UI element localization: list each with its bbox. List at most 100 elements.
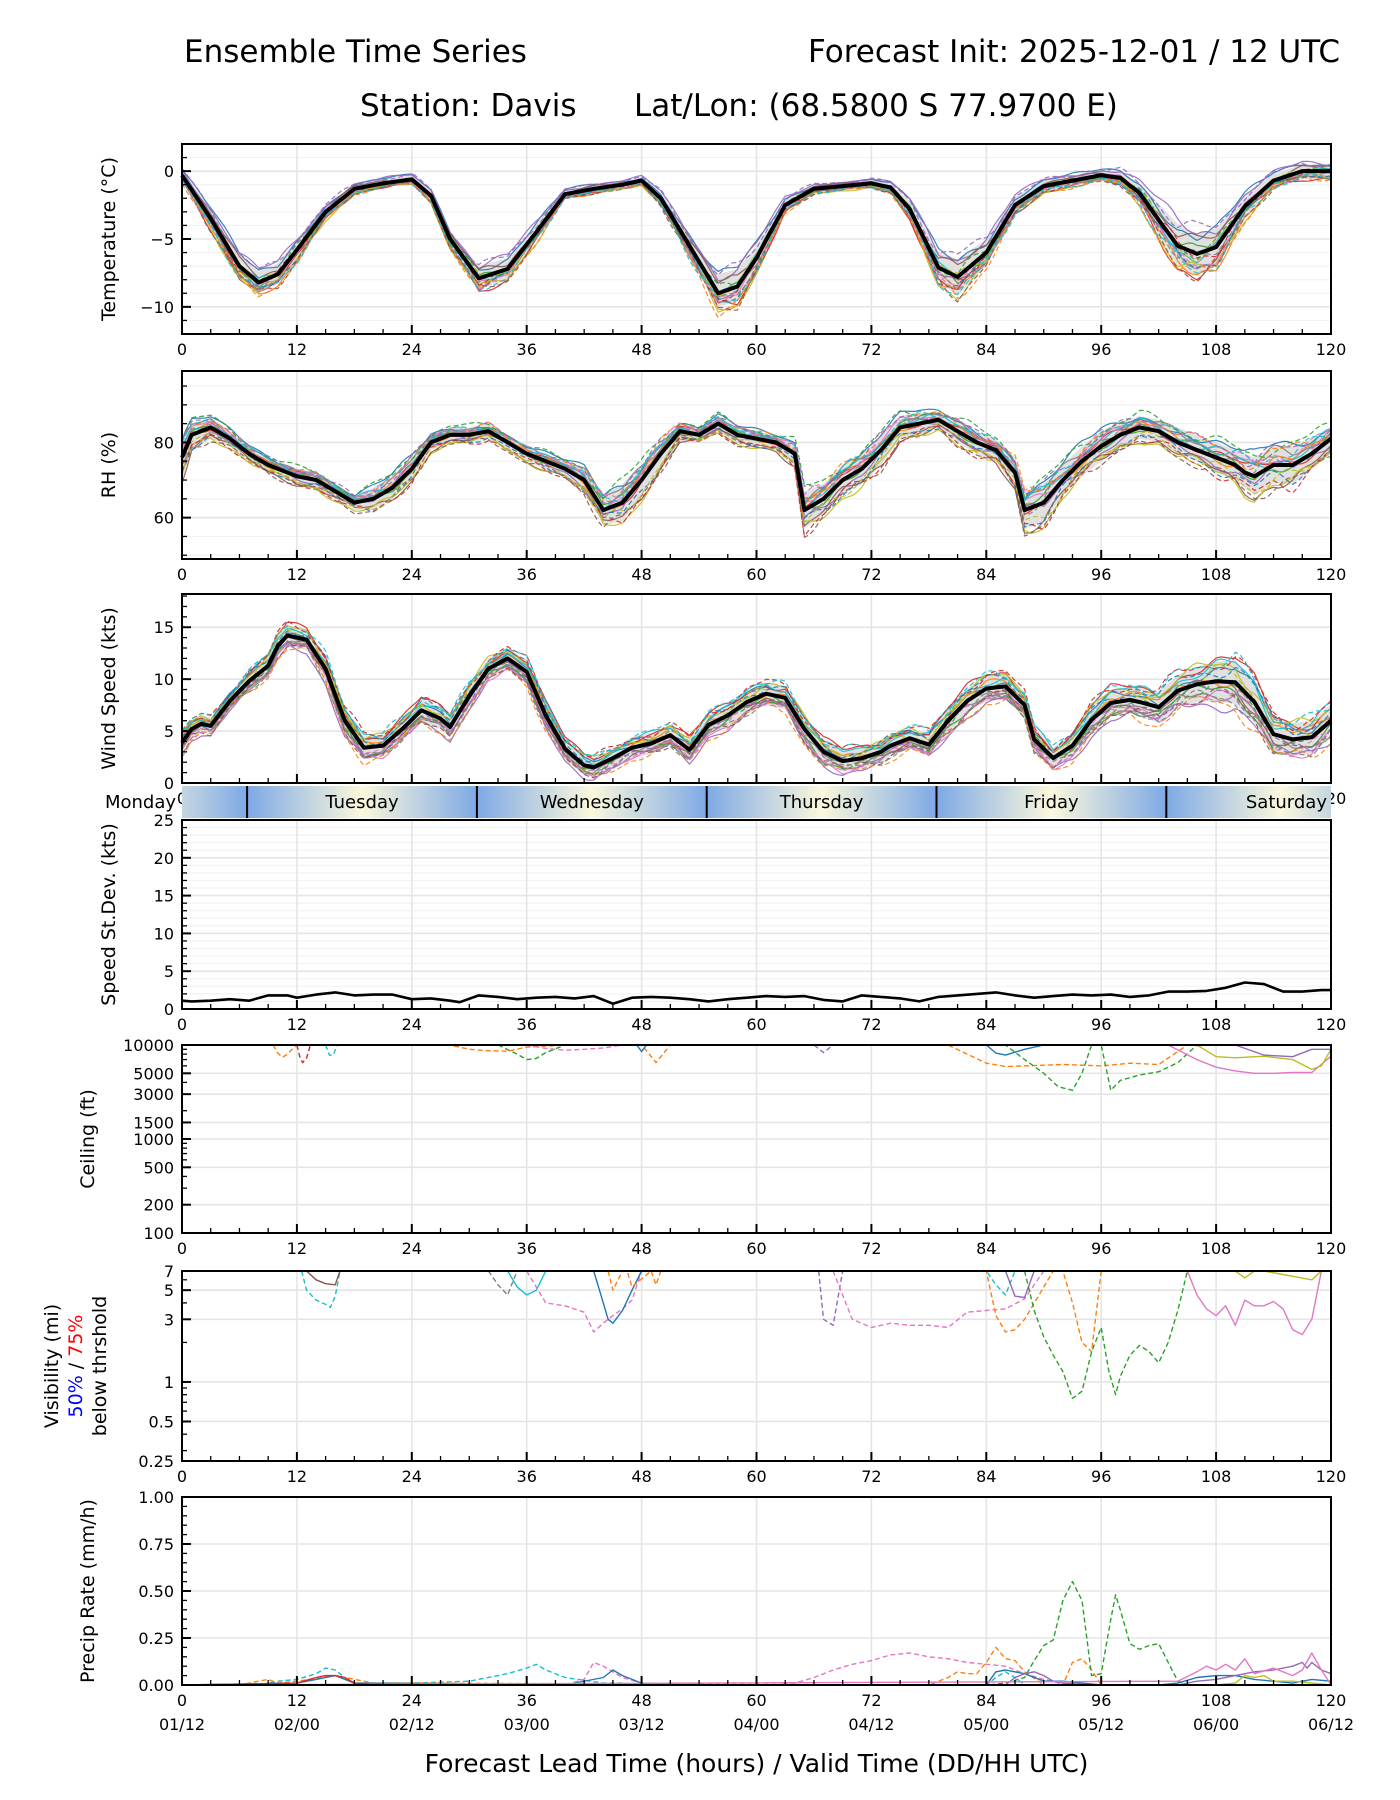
x-tick-label: 0 xyxy=(177,1015,187,1034)
ensemble-member-line xyxy=(181,1652,1332,1686)
panel-precip_rate: 0.00 0.25 0.50 0.75 1.00 0 12 24 36 48 60 72 84 96 108… xyxy=(77,1488,1346,1710)
ensemble-mean-line xyxy=(180,169,1331,296)
y-tick-label: 1500 xyxy=(133,1113,174,1132)
x-tick-label: 108 xyxy=(1201,1467,1232,1486)
x-tick-label: 48 xyxy=(631,1691,651,1710)
y-axis-label: Temperature (°C) xyxy=(98,157,120,322)
y-tick-label: 80 xyxy=(154,433,174,452)
ensemble-member-line xyxy=(272,1044,1188,1068)
ensemble-mean-line xyxy=(180,417,1333,513)
ensemble-member-line xyxy=(1235,1044,1331,1058)
x-axis-label: Forecast Lead Time (hours) / Valid Time … xyxy=(425,1749,1089,1778)
y-tick-label: 10 xyxy=(154,924,174,943)
x-tick-label: 12 xyxy=(287,1691,307,1710)
y-axis-label: RH (%) xyxy=(98,432,120,498)
x-tick-label: 84 xyxy=(976,1239,996,1258)
panel-visibility: 0.25 0.5 1 3 57 0 12 24 36 48 60 72 84 96 108 120 Visibi… xyxy=(41,1262,1346,1486)
y-tick-label: 5 xyxy=(164,1281,174,1300)
day-segment xyxy=(476,786,707,818)
ensemble-member-line xyxy=(181,639,1332,770)
day-label: Thursday xyxy=(779,792,864,813)
x-tick-label: 72 xyxy=(861,1691,881,1710)
ensemble-member-line xyxy=(181,173,1332,303)
ensemble-member-line xyxy=(181,425,1332,539)
ensemble-member-line xyxy=(181,428,1332,534)
ensemble-member-line xyxy=(182,1663,1331,1686)
x-tick-label: 36 xyxy=(517,340,537,359)
x-tick-label: 24 xyxy=(402,1239,422,1258)
day-label: Saturday xyxy=(1246,792,1327,813)
ensemble-member-line xyxy=(181,624,1332,757)
x-tick-label: 24 xyxy=(402,1691,422,1710)
x-tick-label: 12 xyxy=(287,340,307,359)
y-tick-label: 0.50 xyxy=(138,1582,174,1601)
y-tick-label: 500 xyxy=(143,1158,174,1177)
y-tick-label: 0 xyxy=(164,1000,174,1019)
y-tick-label: 5 xyxy=(164,722,174,741)
x-tick-label: 0 xyxy=(177,565,187,584)
ensemble-member-line xyxy=(1023,1270,1189,1400)
ensemble-member-line xyxy=(181,170,1332,298)
y-tick-label: 1000 xyxy=(133,1130,174,1149)
y-tick-label: 60 xyxy=(154,509,174,528)
x-tick-label: 108 xyxy=(1201,1015,1232,1034)
ensemble-member-line xyxy=(181,645,1332,776)
threshold-label: 50% / 75% xyxy=(65,1315,87,1418)
x-tick-label: 36 xyxy=(517,1467,537,1486)
y-axis-label: Wind Speed (kts) xyxy=(98,607,120,770)
ensemble-member-line xyxy=(1186,1270,1323,1336)
y-tick-label: 0.25 xyxy=(138,1452,174,1471)
x-tick-label: 72 xyxy=(861,565,881,584)
x-tick-label: 60 xyxy=(746,1691,766,1710)
y-axis-label: Visibility (mi) xyxy=(41,1304,63,1428)
x-tick-label: 60 xyxy=(746,1015,766,1034)
y-tick-label: 15 xyxy=(154,887,174,906)
y-tick-label: 5000 xyxy=(133,1064,174,1083)
x-tick-label: 96 xyxy=(1091,1467,1111,1486)
valid-time-label: 05/12 xyxy=(1078,1715,1124,1734)
x-tick-label: 120 xyxy=(1316,340,1347,359)
y-tick-label: 20 xyxy=(154,849,174,868)
x-tick-label: 24 xyxy=(402,1467,422,1486)
panel-speed_stdev: 0 5 10 15 20 25 0 12 24 36 48 60 72 84 96 108 120 Speed S… xyxy=(98,811,1346,1034)
valid-time-label: 02/00 xyxy=(274,1715,320,1734)
x-tick-label: 60 xyxy=(746,1467,766,1486)
ensemble-member-line xyxy=(832,1270,1045,1329)
x-tick-label: 120 xyxy=(1316,1467,1347,1486)
y-axis-label: Ceiling (ft) xyxy=(77,1089,99,1189)
y-tick-label: 0.75 xyxy=(138,1535,174,1554)
y-tick-label: 5 xyxy=(164,962,174,981)
x-tick-label: 120 xyxy=(1316,565,1347,584)
speed-stdev-line xyxy=(181,981,1331,1005)
ensemble-member-line xyxy=(181,175,1332,302)
x-tick-label: 60 xyxy=(746,340,766,359)
x-tick-label: 0 xyxy=(177,1467,187,1486)
x-tick-label: 72 xyxy=(861,1239,881,1258)
ensemble-member-line xyxy=(182,1580,1331,1686)
y-tick-label: 3 xyxy=(164,1310,174,1329)
x-tick-label: 72 xyxy=(861,340,881,359)
x-tick-label: 108 xyxy=(1201,565,1232,584)
ensemble-member-line xyxy=(301,1270,1016,1309)
ensemble-member-line xyxy=(487,1270,518,1296)
valid-time-label: 03/00 xyxy=(504,1715,550,1734)
day-label: Wednesday xyxy=(540,792,645,813)
x-tick-label: 12 xyxy=(287,1239,307,1258)
day-segment xyxy=(182,786,248,818)
ensemble-member-line xyxy=(181,642,1332,771)
ensemble-member-line xyxy=(181,630,1332,763)
valid-time-label: 06/00 xyxy=(1193,1715,1239,1734)
valid-time-label: 02/12 xyxy=(389,1715,435,1734)
panel-wind_speed: 05101501224364860728496108120Wind Speed … xyxy=(98,593,1346,808)
ensemble-member-line xyxy=(1196,1044,1332,1071)
x-tick-label: 12 xyxy=(287,565,307,584)
x-tick-label: 36 xyxy=(517,1239,537,1258)
x-tick-label: 72 xyxy=(861,1015,881,1034)
x-tick-label: 0 xyxy=(177,1239,187,1258)
ensemble-member-line xyxy=(506,1270,547,1296)
day-segment xyxy=(247,786,477,818)
x-tick-label: 96 xyxy=(1091,565,1111,584)
forecast-init: Forecast Init: 2025-12-01 / 12 UTC xyxy=(808,34,1340,70)
valid-time-label: 04/00 xyxy=(733,1715,779,1734)
